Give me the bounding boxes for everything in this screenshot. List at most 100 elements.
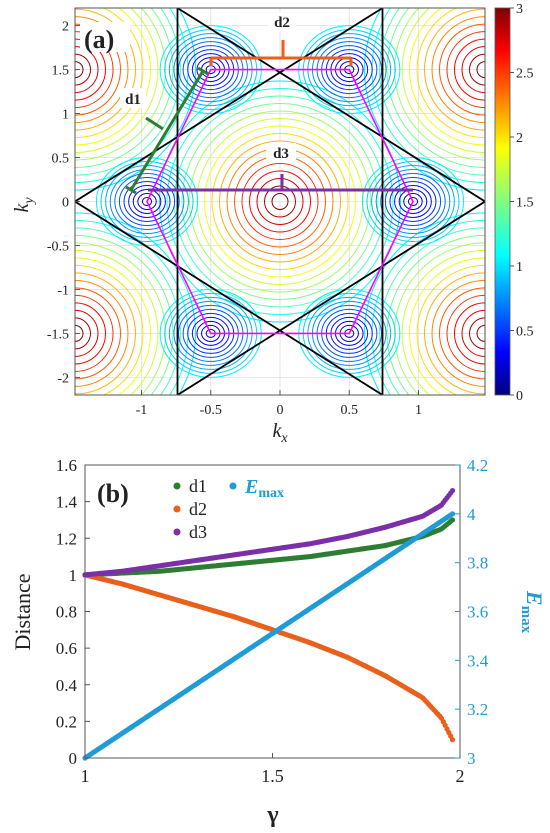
- panel-b-right-tick-label: 3.4: [467, 651, 489, 670]
- legend-d3-label: d3: [189, 522, 207, 542]
- contour-ring: [364, 212, 485, 395]
- contour-ring: [109, 169, 185, 234]
- panel-a-y-tick-label: 1: [62, 108, 69, 123]
- contour-ring: [75, 8, 159, 154]
- legend: d1 d2 d3 Emax: [173, 476, 284, 542]
- panel-b-y-tick-label: 1: [69, 566, 78, 585]
- panel-b-y-tick-label: 0.2: [56, 712, 77, 731]
- contour-ring: [166, 88, 394, 315]
- contour-ring: [380, 173, 446, 230]
- contour-ring: [407, 197, 419, 206]
- contour-ring: [469, 317, 485, 350]
- d3-label: d3: [273, 146, 289, 162]
- legend-d2-marker: [173, 505, 181, 513]
- contour-field: [75, 8, 485, 395]
- contour-ring: [75, 23, 121, 116]
- contour-ring: [364, 8, 485, 191]
- contour-ring: [75, 302, 106, 365]
- contour-ring: [75, 8, 166, 161]
- contour-ring: [256, 178, 304, 225]
- panel-b: 1 1.5 2 00.20.40.60.811.21.41.6 33.23.43.6…: [10, 456, 547, 828]
- contour-ring: [249, 170, 311, 233]
- d1-tick: [145, 116, 164, 131]
- contour-ring: [264, 185, 296, 218]
- d1-label: d1: [125, 92, 141, 108]
- contour-ring: [75, 264, 144, 395]
- contour-ring: [461, 309, 485, 357]
- panel-a-y-tick-label: 2: [62, 20, 69, 35]
- legend-d1-marker: [173, 482, 181, 490]
- contour-ring: [394, 185, 432, 218]
- contour-ring: [75, 234, 174, 395]
- contour-ring: [75, 242, 166, 395]
- contour-ring: [371, 8, 485, 184]
- colorbar-tick-label: 0: [516, 389, 523, 404]
- contour-ring: [439, 287, 485, 380]
- colorbar-tick-label: 1: [516, 260, 523, 275]
- panel-a-y-tick-label: -1: [57, 283, 69, 298]
- legend-emax-label: Emax: [244, 476, 284, 501]
- data-point: [449, 737, 456, 743]
- contour-ring: [461, 46, 485, 94]
- contour-ring: [118, 177, 176, 226]
- contour-ring: [446, 294, 485, 372]
- panel-b-label: (b): [97, 479, 129, 508]
- contour-ring: [75, 287, 121, 380]
- panel-a-x-tick-label: 1: [415, 403, 422, 418]
- contour-ring: [75, 8, 136, 131]
- contour-ring: [75, 272, 136, 395]
- contour-ring: [75, 8, 174, 169]
- panel-a-x-tick-label: 0: [277, 403, 284, 418]
- colorbar-tick-label: 1.5: [516, 196, 534, 211]
- panel-a-y-ticks: -2 -1.5 -1 -0.5 0 0.5 1 1.5 2: [47, 20, 80, 386]
- panel-b-right-tick-label: 4: [467, 505, 476, 524]
- panel-b-y-tick-label: 1.2: [56, 529, 77, 548]
- panel-a-y-tick-label: -0.5: [47, 239, 69, 254]
- contour-ring: [379, 227, 485, 395]
- contour-ring: [271, 193, 289, 210]
- panel-a-label-bg: [80, 22, 130, 52]
- panel-b-y-tick-label: 0.8: [56, 603, 77, 622]
- panel-a-y-tick-label: 1.5: [52, 64, 70, 79]
- contour-ring: [75, 317, 91, 350]
- panel-a-x-tick-label: -1: [136, 403, 148, 418]
- contour-ring: [401, 8, 485, 154]
- contour-ring: [409, 257, 485, 395]
- contour-ring: [409, 8, 485, 146]
- contour-ring: [75, 249, 159, 395]
- series-d3: [82, 488, 456, 578]
- panel-a-y-axis-label: ky: [11, 197, 37, 213]
- contour-ring: [389, 181, 437, 222]
- legend-d3-marker: [173, 528, 181, 536]
- contour-ring: [384, 177, 442, 226]
- contour-ring: [386, 234, 485, 395]
- panel-a-x-ticks: -1 -0.5 0 0.5 1: [136, 390, 422, 418]
- panel-a-x-tick-label: -0.5: [200, 403, 222, 418]
- d3-label-bg: [266, 143, 296, 163]
- contour-ring: [454, 302, 485, 365]
- contour-ring: [75, 46, 99, 94]
- colorbar-tick-label: 0.5: [516, 325, 534, 340]
- panel-b-x-ticks: 1 1.5 2: [81, 753, 465, 786]
- contour-ring: [204, 125, 356, 278]
- contour-ring: [196, 118, 364, 285]
- panel-b-right-tick-label: 4.2: [467, 456, 488, 475]
- panel-a-gridlines: [75, 8, 485, 395]
- legend-emax-marker: [229, 482, 237, 490]
- contour-ring: [394, 8, 485, 161]
- contour-ring: [75, 53, 91, 86]
- zone-line: [177, 200, 485, 395]
- panel-b-right-tick-label: 3.8: [467, 554, 488, 573]
- contour-ring: [75, 61, 84, 79]
- contour-ring: [379, 8, 485, 176]
- panel-b-y-ticks: 0 0.2 0.4 0.6 0.8 1 1.2 1.4 1.6: [56, 456, 90, 768]
- d2-marker: [209, 40, 353, 66]
- contour-ring: [123, 181, 171, 222]
- contour-ring: [211, 133, 349, 270]
- panel-b-y-tick-label: 0.4: [56, 676, 78, 695]
- colorbar: [494, 7, 511, 396]
- panel-b-x-axis-label: γ: [266, 802, 278, 828]
- contour-ring: [132, 189, 162, 214]
- d2-label-bg: [268, 12, 296, 32]
